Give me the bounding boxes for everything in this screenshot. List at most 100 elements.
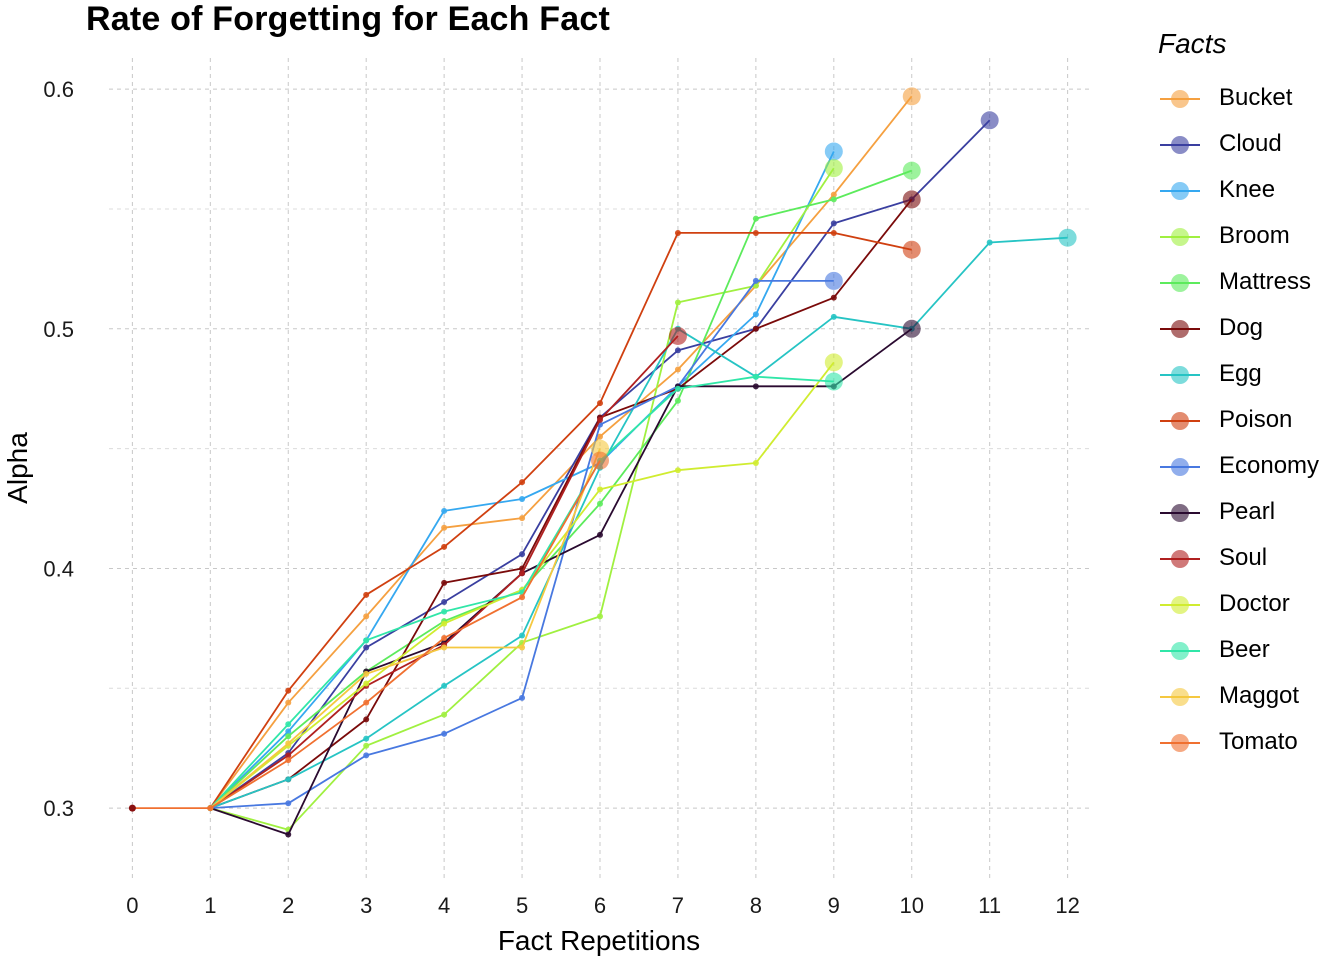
legend-label: Bucket bbox=[1219, 84, 1293, 111]
legend-item-maggot: Maggot bbox=[1158, 674, 1338, 720]
legend-label: Tomato bbox=[1219, 728, 1298, 755]
data-point bbox=[597, 500, 603, 507]
data-point bbox=[674, 299, 681, 306]
series-beer bbox=[207, 372, 843, 812]
series-broom bbox=[207, 159, 843, 833]
legend-item-pearl: Pearl bbox=[1158, 490, 1338, 536]
data-point bbox=[597, 416, 603, 423]
y-tick-label: 0.6 bbox=[43, 77, 74, 102]
legend-marker bbox=[1171, 642, 1189, 660]
legend-label: Dog bbox=[1219, 314, 1264, 341]
x-tick-label: 4 bbox=[438, 893, 450, 918]
data-point bbox=[285, 728, 292, 735]
data-point bbox=[597, 400, 603, 407]
series-economy bbox=[207, 271, 843, 812]
data-point bbox=[674, 229, 681, 236]
legend-label: Cloud bbox=[1219, 130, 1282, 157]
series-tomato bbox=[129, 451, 609, 812]
data-point bbox=[363, 637, 370, 644]
legend-label: Soul bbox=[1219, 544, 1268, 571]
legend-marker bbox=[1171, 182, 1189, 200]
legend-label: Doctor bbox=[1219, 590, 1290, 617]
data-point bbox=[441, 634, 448, 641]
series-endpoint bbox=[902, 161, 921, 180]
data-point bbox=[285, 721, 292, 728]
data-point bbox=[441, 579, 448, 586]
data-point bbox=[285, 699, 292, 706]
legend-item-dog: Dog bbox=[1158, 306, 1338, 352]
legend-item-economy: Economy bbox=[1158, 444, 1338, 490]
data-point bbox=[519, 479, 526, 486]
legend: Bucket Cloud Knee Broom Mattress Dog Egg Poison… bbox=[1158, 76, 1338, 766]
series-endpoint bbox=[668, 326, 687, 345]
data-point bbox=[597, 433, 603, 440]
data-point bbox=[752, 215, 759, 222]
data-point bbox=[363, 680, 370, 687]
series-endpoint bbox=[824, 372, 843, 391]
x-tick-label: 11 bbox=[978, 893, 1001, 918]
data-point bbox=[519, 495, 526, 502]
series-line bbox=[209, 95, 913, 809]
x-tick-label: 10 bbox=[900, 893, 924, 918]
data-point bbox=[752, 460, 759, 467]
data-point bbox=[519, 694, 526, 701]
data-point bbox=[285, 733, 292, 740]
data-point bbox=[674, 385, 681, 392]
data-point bbox=[441, 620, 448, 627]
legend-title: Facts bbox=[1158, 28, 1227, 59]
legend-item-tomato: Tomato bbox=[1158, 720, 1338, 766]
x-axis-label: Fact Repetitions bbox=[498, 925, 700, 956]
x-tick-label: 1 bbox=[204, 893, 216, 918]
x-tick-label: 2 bbox=[282, 893, 294, 918]
series-layer bbox=[128, 87, 1077, 838]
data-point bbox=[128, 804, 136, 812]
y-tick-label: 0.3 bbox=[43, 796, 74, 821]
data-point bbox=[674, 366, 681, 373]
data-point bbox=[441, 644, 448, 651]
series-line bbox=[209, 198, 913, 809]
legend-label: Egg bbox=[1219, 360, 1262, 387]
data-point bbox=[441, 608, 448, 615]
grid-lines bbox=[109, 58, 1091, 880]
data-point bbox=[363, 591, 370, 598]
data-point bbox=[830, 191, 837, 198]
legend-marker bbox=[1171, 458, 1189, 476]
data-point bbox=[752, 277, 759, 284]
data-point bbox=[830, 196, 837, 203]
data-point bbox=[674, 347, 681, 354]
x-tick-label: 5 bbox=[516, 893, 528, 918]
data-point bbox=[363, 735, 370, 742]
series-endpoint bbox=[824, 271, 843, 290]
legend-label: Mattress bbox=[1219, 268, 1312, 295]
data-point bbox=[519, 632, 526, 639]
series-soul bbox=[207, 326, 687, 812]
legend-marker bbox=[1171, 366, 1189, 384]
legend-label: Knee bbox=[1219, 176, 1276, 203]
legend-label: Economy bbox=[1219, 452, 1320, 479]
series-endpoint bbox=[902, 87, 921, 106]
legend-item-mattress: Mattress bbox=[1158, 260, 1338, 306]
data-point bbox=[752, 229, 759, 236]
data-point bbox=[285, 800, 292, 807]
series-endpoint bbox=[902, 240, 921, 259]
data-point bbox=[597, 486, 603, 493]
x-tick-label: 3 bbox=[360, 893, 372, 918]
series-line bbox=[209, 231, 912, 809]
series-line bbox=[209, 236, 1068, 809]
legend-item-soul: Soul bbox=[1158, 536, 1338, 582]
data-point bbox=[207, 805, 214, 812]
legend-marker bbox=[1171, 688, 1189, 706]
legend-marker bbox=[1171, 228, 1189, 246]
legend-marker bbox=[1171, 136, 1189, 154]
data-point bbox=[830, 313, 837, 320]
legend-marker bbox=[1171, 504, 1189, 522]
data-point bbox=[986, 239, 993, 246]
data-point bbox=[285, 740, 292, 747]
data-point bbox=[441, 682, 448, 689]
data-point bbox=[363, 699, 370, 706]
y-tick-label: 0.4 bbox=[43, 556, 74, 581]
data-point bbox=[441, 543, 448, 550]
data-point bbox=[752, 373, 759, 380]
data-point bbox=[830, 220, 837, 227]
legend-marker bbox=[1171, 596, 1189, 614]
